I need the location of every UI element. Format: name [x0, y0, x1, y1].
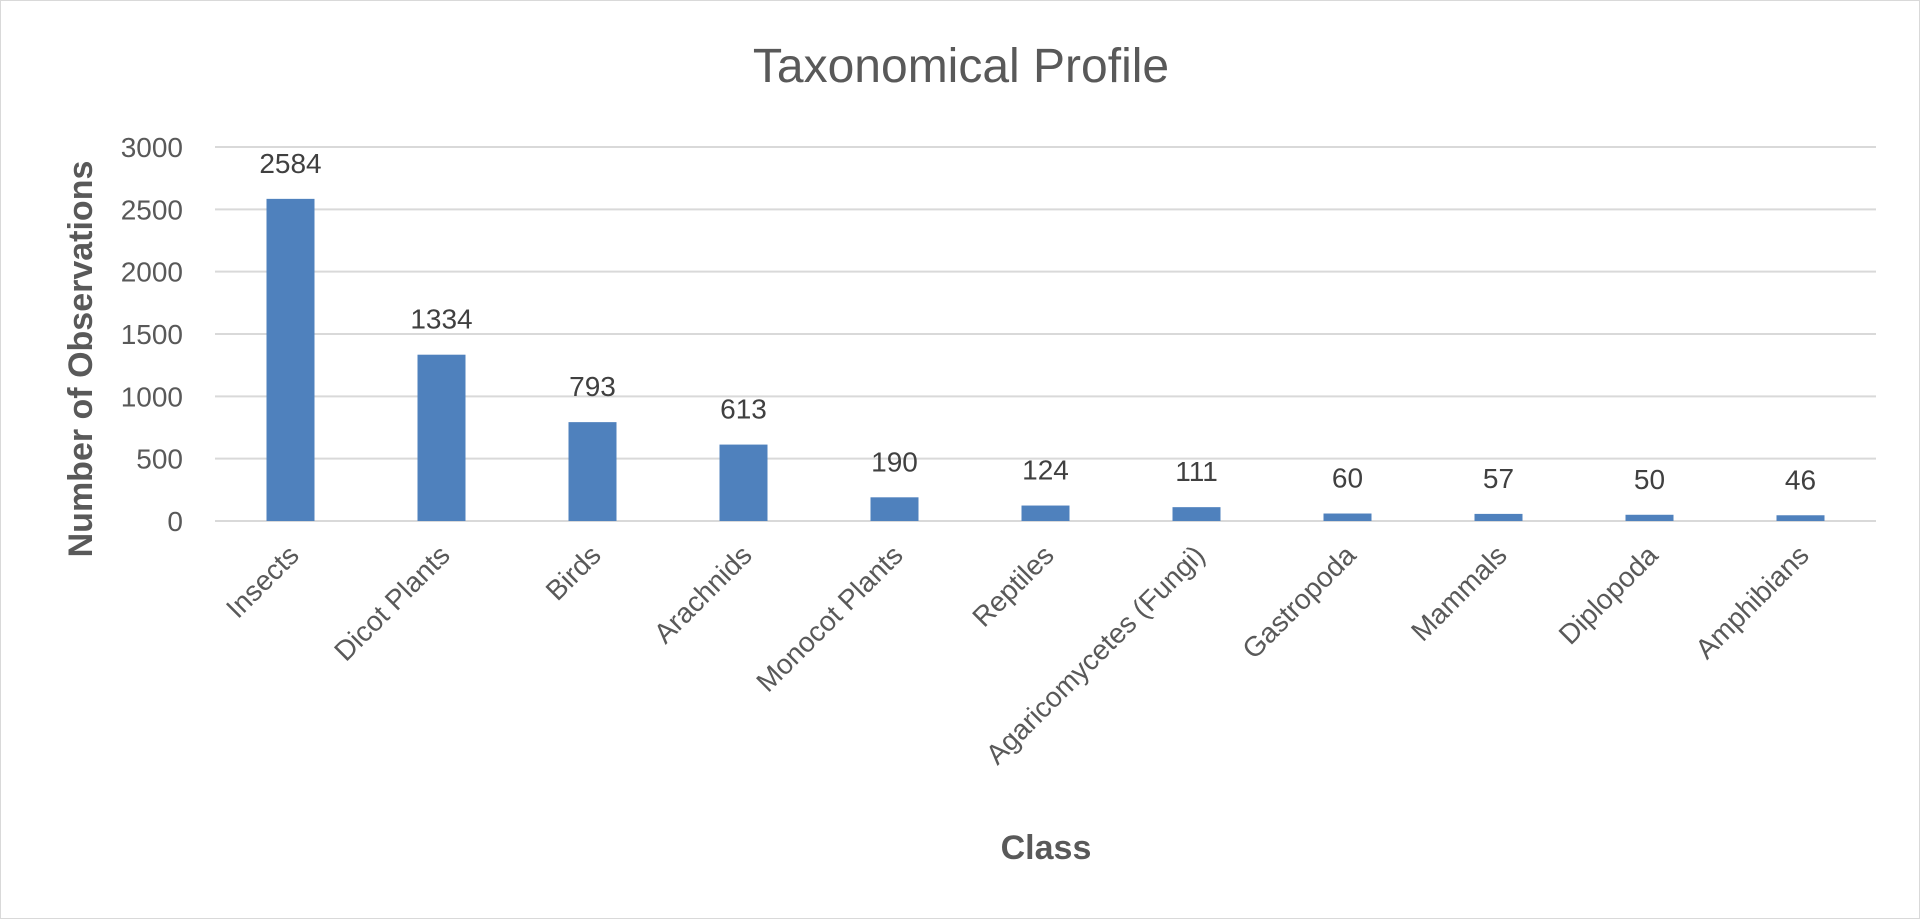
data-label: 60 — [1332, 463, 1363, 494]
bar — [568, 422, 617, 521]
y-tick-label: 3000 — [121, 132, 183, 163]
x-tick-label: Birds — [540, 539, 607, 606]
gridlines — [215, 146, 1876, 522]
data-label: 793 — [569, 371, 616, 402]
bar — [266, 198, 315, 521]
bar — [1021, 505, 1070, 521]
x-tick-label: Amphibians — [1689, 539, 1814, 664]
data-label: 2584 — [259, 148, 321, 179]
x-axis-title: Class — [1001, 829, 1092, 867]
bar — [417, 354, 466, 521]
x-tick-label: Reptiles — [966, 539, 1059, 632]
y-tick-label: 1000 — [121, 381, 183, 412]
x-tick-label: Diplopoda — [1553, 539, 1664, 650]
y-axis-title: Number of Observations — [62, 161, 100, 558]
bar — [1474, 513, 1523, 521]
data-label: 1334 — [410, 304, 472, 335]
x-tick-label: Arachnids — [648, 539, 758, 649]
x-tick-label: Mammals — [1405, 539, 1513, 647]
data-labels: 2584 1334 793 613 190 124 111 60 57 50 46 — [259, 148, 1816, 495]
x-tick-label: Insects — [220, 539, 305, 624]
data-label: 613 — [720, 394, 767, 425]
x-axis-categories: Insects Dicot Plants Birds ArachnidsMonocot… — [220, 539, 1815, 770]
bar — [1172, 507, 1221, 521]
bar — [870, 497, 919, 521]
data-label: 50 — [1634, 464, 1665, 495]
bar — [1625, 514, 1674, 521]
y-tick-label: 1500 — [121, 319, 183, 350]
chart-title: Taxonomical Profile — [753, 40, 1169, 93]
y-tick-label: 500 — [136, 444, 183, 475]
y-tick-label: 2000 — [121, 257, 183, 288]
data-label: 111 — [1175, 456, 1218, 487]
x-tick-label: Gastropoda — [1236, 539, 1362, 665]
data-label: 124 — [1022, 455, 1069, 486]
x-tick-label: Monocot Plants — [750, 539, 908, 697]
bar — [1776, 515, 1825, 521]
bar — [719, 444, 768, 521]
data-label: 57 — [1483, 463, 1514, 494]
data-label: 46 — [1785, 464, 1816, 495]
bars — [266, 198, 1825, 521]
y-tick-label: 0 — [167, 506, 183, 537]
x-tick-label: Dicot Plants — [328, 539, 456, 667]
bar — [1323, 513, 1372, 521]
y-axis-ticks: 0 500 1000 1500 2000 2500 3000 — [121, 132, 183, 537]
data-label: 190 — [871, 446, 918, 477]
y-tick-label: 2500 — [121, 194, 183, 225]
